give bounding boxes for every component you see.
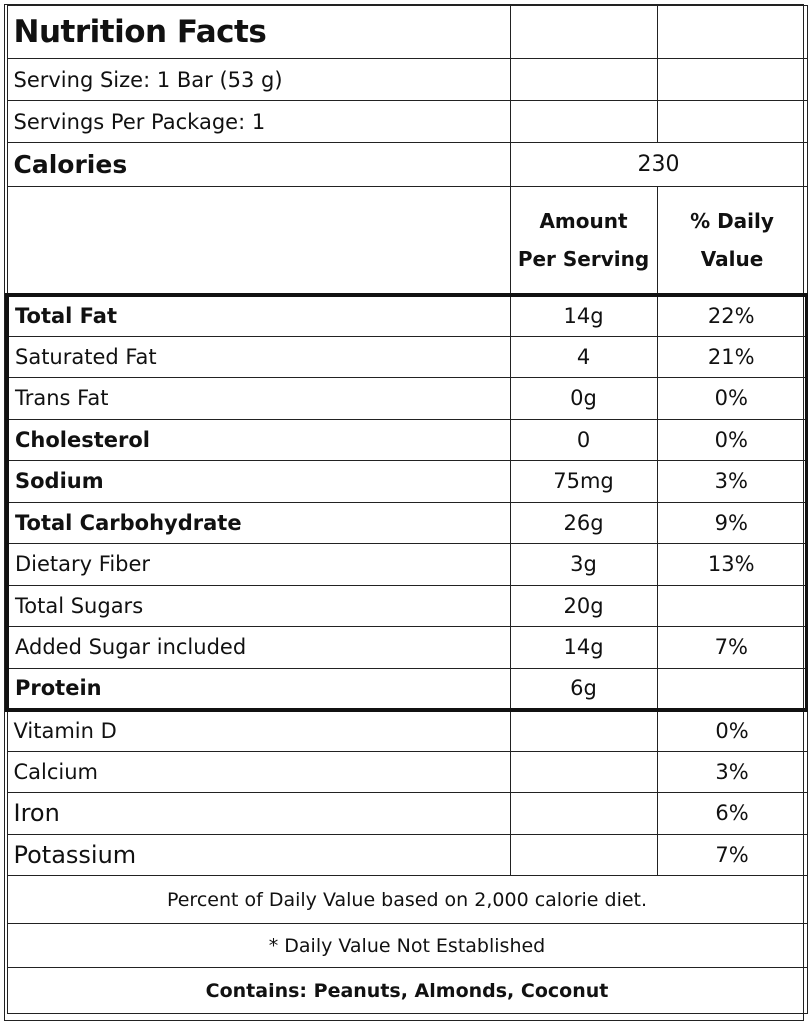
nutrient-name: Added Sugar included bbox=[5, 626, 511, 669]
nutrient-amount: 0 bbox=[509, 418, 658, 461]
nutrient-row: Total Carbohydrate 26g 9% bbox=[5, 501, 808, 544]
nutrient-amount bbox=[509, 750, 658, 793]
nutrient-name: Potassium bbox=[6, 833, 511, 876]
nutrient-daily-value bbox=[656, 667, 808, 712]
nutrient-daily-value bbox=[656, 584, 808, 627]
nutrient-daily-value: 7% bbox=[656, 626, 808, 669]
nutrient-amount: 20g bbox=[509, 584, 658, 627]
servings-per-package-row: Servings Per Package: 1 bbox=[6, 100, 808, 143]
vitamin-row: Vitamin D 0% bbox=[6, 709, 808, 752]
nutrient-amount bbox=[509, 833, 658, 876]
nutrient-name: Saturated Fat bbox=[5, 335, 511, 378]
nutrient-name: Sodium bbox=[5, 460, 511, 503]
nutrient-amount: 26g bbox=[509, 501, 658, 544]
nutrient-daily-value: 9% bbox=[656, 501, 808, 544]
nutrient-daily-value: 7% bbox=[656, 833, 808, 876]
footer-note-row: Percent of Daily Value based on 2,000 ca… bbox=[6, 875, 808, 924]
nutrient-amount: 75mg bbox=[509, 460, 658, 503]
nutrient-name: Trans Fat bbox=[5, 377, 511, 420]
vitamin-row: Potassium 7% bbox=[6, 833, 808, 876]
nutrient-row: Total Fat 14g 22% bbox=[5, 292, 808, 337]
nutrient-amount: 0g bbox=[509, 377, 658, 420]
daily-value-header: % Daily Value bbox=[656, 186, 808, 295]
vitamin-row: Calcium 3% bbox=[6, 750, 808, 793]
nutrient-row: Total Sugars 20g bbox=[5, 584, 808, 627]
footnote-row: * Daily Value Not Established bbox=[6, 923, 808, 968]
nutrient-row: Trans Fat 0g 0% bbox=[5, 377, 808, 420]
nutrient-name: Total Fat bbox=[5, 292, 511, 337]
footnote: * Daily Value Not Established bbox=[6, 923, 808, 968]
nutrient-row: Sodium 75mg 3% bbox=[5, 460, 808, 503]
nutrient-name: Iron bbox=[6, 792, 511, 835]
title-row: Nutrition Facts bbox=[6, 5, 808, 59]
allergen-statement: Contains: Peanuts, Almonds, Coconut bbox=[6, 967, 808, 1014]
nutrient-row: Dietary Fiber 3g 13% bbox=[5, 543, 808, 586]
nutrient-daily-value: 0% bbox=[656, 418, 808, 461]
nutrient-amount bbox=[509, 792, 658, 835]
nutrient-amount: 14g bbox=[509, 626, 658, 669]
serving-size: Serving Size: 1 Bar (53 g) bbox=[6, 58, 511, 101]
footer-note: Percent of Daily Value based on 2,000 ca… bbox=[6, 875, 808, 924]
nutrient-amount: 6g bbox=[509, 667, 658, 712]
label-title: Nutrition Facts bbox=[6, 5, 511, 59]
nutrient-name: Total Carbohydrate bbox=[5, 501, 511, 544]
nutrient-daily-value: 13% bbox=[656, 543, 808, 586]
vitamin-rows: Vitamin D 0% Calcium 3% Iron 6% Potassium 7% bbox=[6, 709, 808, 876]
nutrient-amount: 14g bbox=[509, 292, 658, 337]
nutrient-name: Total Sugars bbox=[5, 584, 511, 627]
nutrient-daily-value: 22% bbox=[656, 292, 808, 337]
nutrient-row: Protein 6g bbox=[5, 667, 808, 712]
amount-per-serving-header: Amount Per Serving bbox=[509, 186, 658, 295]
nutrition-table: Nutrition Facts Serving Size: 1 Bar (53 … bbox=[5, 5, 808, 1014]
servings-per-package: Servings Per Package: 1 bbox=[6, 100, 511, 143]
nutrient-rows: Total Fat 14g 22% Saturated Fat 4 21% Trans Fa… bbox=[5, 292, 808, 712]
column-header-row: Amount Per Serving % Daily Value bbox=[6, 186, 808, 295]
nutrient-daily-value: 3% bbox=[656, 460, 808, 503]
nutrient-daily-value: 3% bbox=[656, 750, 808, 793]
nutrient-name: Cholesterol bbox=[5, 418, 511, 461]
calories-value: 230 bbox=[509, 142, 808, 187]
vitamin-row: Iron 6% bbox=[6, 792, 808, 835]
nutrition-facts-label: Nutrition Facts Serving Size: 1 Bar (53 … bbox=[4, 4, 808, 1021]
nutrient-name: Protein bbox=[5, 667, 511, 712]
nutrient-daily-value: 0% bbox=[656, 709, 808, 752]
nutrient-amount: 3g bbox=[509, 543, 658, 586]
serving-size-row: Serving Size: 1 Bar (53 g) bbox=[6, 58, 808, 101]
nutrient-name: Calcium bbox=[6, 750, 511, 793]
calories-label: Calories bbox=[6, 142, 511, 187]
nutrient-row: Saturated Fat 4 21% bbox=[5, 335, 808, 378]
nutrient-daily-value: 6% bbox=[656, 792, 808, 835]
allergen-row: Contains: Peanuts, Almonds, Coconut bbox=[6, 967, 808, 1014]
nutrient-row: Added Sugar included 14g 7% bbox=[5, 626, 808, 669]
calories-row: Calories 230 bbox=[6, 142, 808, 187]
nutrient-row: Cholesterol 0 0% bbox=[5, 418, 808, 461]
nutrient-amount: 4 bbox=[509, 335, 658, 378]
nutrient-daily-value: 21% bbox=[656, 335, 808, 378]
nutrient-amount bbox=[509, 709, 658, 752]
nutrient-daily-value: 0% bbox=[656, 377, 808, 420]
nutrient-name: Vitamin D bbox=[6, 709, 511, 752]
nutrient-name: Dietary Fiber bbox=[5, 543, 511, 586]
